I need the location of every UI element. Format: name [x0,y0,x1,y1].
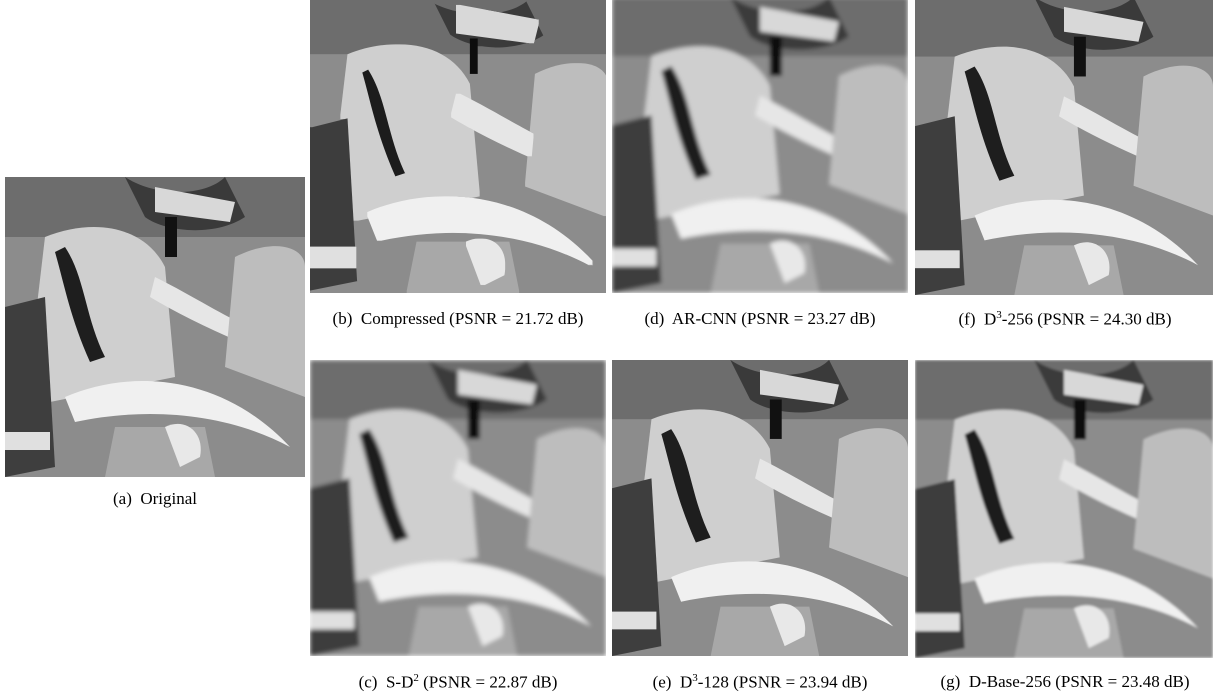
caption-tag: (f) [959,310,976,329]
psnr-value: (PSNR = 23.48 dB) [1055,672,1189,691]
caption-tag: (g) [940,672,960,691]
psnr-value: (PSNR = 24.30 dB) [1037,310,1171,329]
psnr-value: (PSNR = 21.72 dB) [449,309,583,328]
image-content [310,360,606,656]
image-content [915,0,1213,295]
figure: (a) Original (b) Compressed (PSNR = 21.72… [0,0,1228,700]
panel-image [310,0,606,293]
panel-caption: (a) Original [113,489,197,509]
image-content [310,0,606,293]
panel-image [612,360,908,656]
method-name: S-D [386,673,413,692]
panel-caption: (g) D-Base-256 (PSNR = 23.48 dB) [940,672,1189,692]
caption-tag: (d) [644,309,664,328]
method-suffix: -128 [698,673,729,692]
image-content [5,177,305,477]
method-name: Compressed [361,309,445,328]
panel-image [915,360,1213,658]
caption-tag: (b) [333,309,353,328]
panel-caption: (f) D3-256 (PSNR = 24.30 dB) [959,309,1172,330]
panel-image [612,0,908,293]
method-name: AR-CNN [672,309,737,328]
image-content [612,360,908,656]
method-name: Original [140,489,197,508]
panel-image [915,0,1213,295]
image-content [915,360,1213,658]
psnr-value: (PSNR = 22.87 dB) [423,673,557,692]
caption-tag: (a) [113,489,132,508]
method-name: D [680,673,692,692]
caption-tag: (c) [359,673,378,692]
caption-tag: (e) [653,673,672,692]
method-name: D [984,310,996,329]
panel-caption: (e) D3-128 (PSNR = 23.94 dB) [653,672,868,693]
psnr-value: (PSNR = 23.27 dB) [741,309,875,328]
panel-caption: (c) S-D2 (PSNR = 22.87 dB) [359,672,558,693]
panel-image [5,177,305,477]
psnr-value: (PSNR = 23.94 dB) [733,673,867,692]
panel-image [310,360,606,656]
method-suffix: -256 [1002,310,1033,329]
image-content [612,0,908,293]
method-name: D-Base-256 [969,672,1051,691]
panel-caption: (b) Compressed (PSNR = 21.72 dB) [333,309,584,329]
method-superscript: 2 [413,672,419,684]
panel-caption: (d) AR-CNN (PSNR = 23.27 dB) [644,309,875,329]
